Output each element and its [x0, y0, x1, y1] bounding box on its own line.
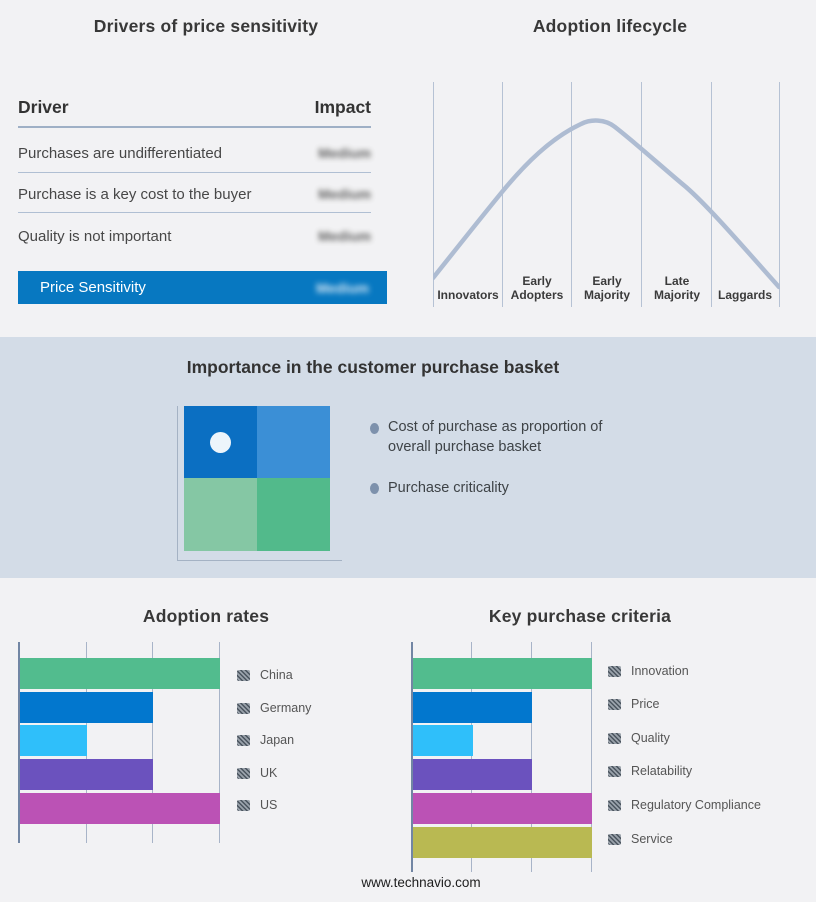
lifecycle-tick-early-majority: Early Majority: [583, 274, 630, 303]
gridline: [219, 642, 220, 843]
legend-item-germany: Germany: [237, 701, 311, 715]
website-url: www.technavio.com: [361, 875, 481, 890]
gridline: [591, 642, 592, 872]
gridline: [152, 642, 153, 843]
purchase-basket-quadrant: [184, 406, 330, 551]
quadrant-axis-horizontal: [177, 560, 342, 561]
table-row: Purchases are undifferentiated Medium: [18, 140, 371, 166]
legend-item-uk: UK: [237, 766, 277, 780]
row-divider: [18, 172, 371, 173]
hatched-swatch-icon: [608, 698, 621, 710]
impact-column-header: Impact: [314, 96, 371, 117]
hatched-swatch-icon: [608, 765, 621, 777]
legend-item-price: Price: [608, 697, 659, 711]
hatched-swatch-icon: [237, 669, 250, 681]
legend-item-service: Service: [608, 832, 673, 846]
bar-uk: [20, 759, 154, 790]
hatched-swatch-icon: [608, 833, 621, 845]
bullet-purchase-criticality: Purchase criticality: [388, 480, 509, 496]
hatched-swatch-icon: [237, 767, 250, 779]
drivers-table-header: Driver Impact: [18, 93, 371, 121]
table-row: Purchase is a key cost to the buyer Medi…: [18, 181, 371, 207]
impact-cell-blurred: Medium: [318, 228, 371, 244]
bar-us: [20, 793, 220, 824]
purchase-basket-band: Importance in the customer purchase bask…: [0, 337, 816, 578]
quadrant-top-right: [257, 406, 330, 478]
hatched-swatch-icon: [608, 799, 621, 811]
bar-quality: [413, 725, 473, 756]
gridline: [471, 642, 472, 872]
bar-regulatory-compliance: [413, 793, 592, 824]
driver-cell: Purchase is a key cost to the buyer: [18, 185, 252, 203]
lifecycle-title: Adoption lifecycle: [532, 16, 688, 36]
bullet-cost-of-purchase: Cost of purchase as proportion of overal…: [388, 419, 603, 455]
quadrant-marker-dot: [210, 432, 231, 453]
key-purchase-criteria-title: Key purchase criteria: [488, 606, 672, 626]
bar-china: [20, 658, 220, 689]
legend-item-quality: Quality: [608, 731, 670, 745]
hatched-swatch-icon: [237, 702, 250, 714]
impact-cell-blurred: Medium: [318, 186, 371, 202]
driver-cell: Purchases are undifferentiated: [18, 144, 223, 162]
hatched-swatch-icon: [237, 799, 250, 811]
price-sensitivity-label: Price Sensitivity: [40, 279, 146, 296]
bar-japan: [20, 725, 87, 756]
bullet-icon: [370, 423, 379, 434]
lifecycle-bell-curve-chart: [433, 82, 780, 307]
bell-curve: [433, 118, 780, 290]
key-purchase-criteria-chart: [411, 642, 592, 872]
lifecycle-tick-early-adopters: Early Adopters: [510, 274, 564, 303]
impact-cell-blurred: Medium: [318, 145, 371, 161]
legend-item-innovation: Innovation: [608, 664, 689, 678]
legend-item-regulatory-compliance: Regulatory Compliance: [608, 798, 761, 812]
basket-title: Importance in the customer purchase bask…: [186, 357, 560, 377]
lifecycle-tick-innovators: Innovators: [437, 288, 499, 303]
price-sensitivity-impact-blurred: Medium: [316, 279, 369, 296]
lifecycle-tick-laggards: Laggards: [717, 288, 772, 303]
quadrant-bottom-left: [184, 478, 257, 551]
bar-innovation: [413, 658, 592, 689]
drivers-table-title: Drivers of price sensitivity: [93, 16, 319, 36]
quadrant-top-left: [184, 406, 257, 478]
quadrant-bottom-right: [257, 478, 330, 551]
lifecycle-gridlines: [433, 82, 780, 307]
lifecycle-tick-late-majority: Late Majority: [653, 274, 700, 303]
price-sensitivity-highlight-row: Price Sensitivity Medium: [18, 271, 387, 304]
driver-column-header: Driver: [18, 96, 69, 117]
bar-germany: [20, 692, 154, 723]
hatched-swatch-icon: [608, 665, 621, 677]
legend-item-us: US: [237, 798, 277, 812]
hatched-swatch-icon: [608, 732, 621, 744]
legend-item-china: China: [237, 668, 293, 682]
y-axis: [18, 642, 20, 843]
legend-item-relatability: Relatability: [608, 764, 692, 778]
gridline: [531, 642, 532, 872]
hatched-swatch-icon: [237, 734, 250, 746]
bar-price: [413, 692, 533, 723]
adoption-rates-title: Adoption rates: [142, 606, 270, 626]
bar-service: [413, 827, 592, 858]
bullet-icon: [370, 483, 379, 494]
y-axis: [411, 642, 413, 872]
quadrant-axis-vertical: [177, 406, 178, 560]
driver-cell: Quality is not important: [18, 227, 172, 245]
legend-item-japan: Japan: [237, 733, 294, 747]
table-row: Quality is not important Medium: [18, 223, 371, 249]
adoption-rates-chart: [18, 642, 221, 843]
header-underline: [18, 126, 371, 128]
row-divider: [18, 212, 371, 213]
bar-relatability: [413, 759, 533, 790]
